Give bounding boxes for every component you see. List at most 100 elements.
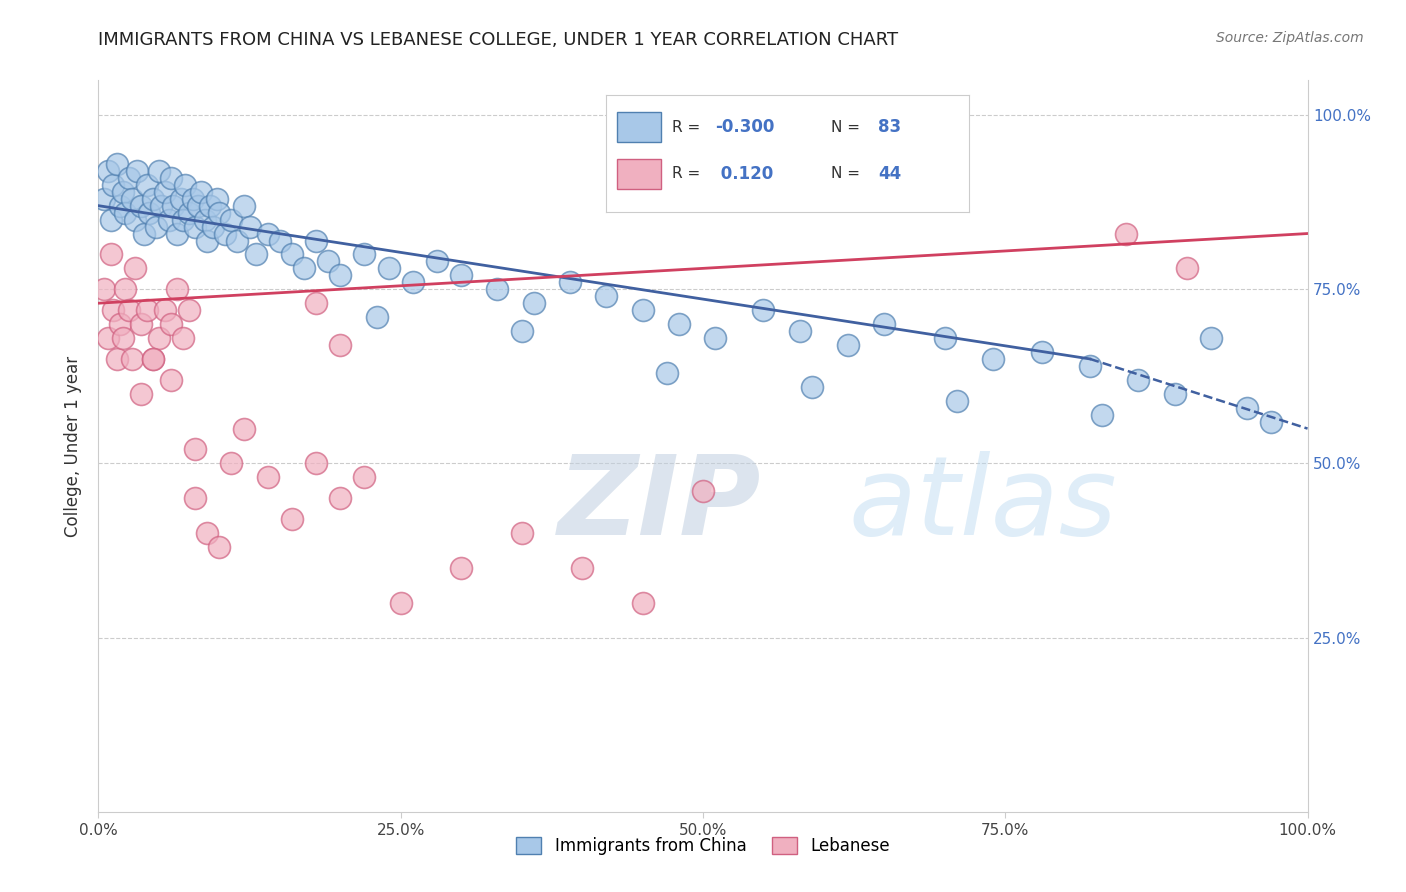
Point [153, 185, 176, 199]
Text: atlas: atlas [848, 451, 1116, 558]
Point [179, 205, 201, 219]
Point [281, 247, 304, 261]
Point [232, 199, 254, 213]
Point [127, 164, 149, 178]
Point [281, 512, 304, 526]
Legend: Immigrants from China, Lebanese: Immigrants from China, Lebanese [510, 830, 896, 862]
Point [135, 178, 157, 192]
Point [668, 317, 690, 331]
Point [305, 296, 328, 310]
Point [245, 247, 267, 261]
Point [97, 331, 120, 345]
Text: IMMIGRANTS FROM CHINA VS LEBANESE COLLEGE, UNDER 1 YEAR CORRELATION CHART: IMMIGRANTS FROM CHINA VS LEBANESE COLLEG… [98, 31, 898, 49]
Point [239, 219, 262, 234]
Point [134, 227, 156, 241]
Point [142, 351, 165, 366]
Point [426, 254, 449, 268]
Point [1236, 401, 1258, 415]
Point [148, 331, 170, 345]
Point [157, 212, 180, 227]
Point [111, 331, 134, 345]
Point [184, 219, 207, 234]
Point [101, 178, 124, 192]
Point [138, 205, 160, 219]
Point [121, 192, 143, 206]
Point [269, 234, 291, 248]
Point [198, 199, 221, 213]
Point [655, 366, 678, 380]
Point [631, 303, 654, 318]
Point [108, 317, 131, 331]
Point [187, 199, 209, 213]
Point [184, 442, 207, 457]
Point [934, 331, 956, 345]
Point [174, 178, 197, 192]
Point [202, 219, 225, 234]
Point [558, 275, 581, 289]
Point [510, 324, 533, 338]
Point [124, 212, 146, 227]
Point [329, 338, 352, 352]
Point [1163, 386, 1185, 401]
Point [837, 338, 859, 352]
Point [181, 192, 204, 206]
Point [208, 540, 231, 554]
Point [93, 282, 115, 296]
Point [377, 261, 399, 276]
Text: ZIP: ZIP [558, 451, 762, 558]
Point [145, 219, 167, 234]
Point [221, 212, 243, 227]
Point [1128, 373, 1150, 387]
Point [305, 457, 328, 471]
Point [142, 192, 165, 206]
Point [172, 212, 194, 227]
Point [402, 275, 425, 289]
Point [160, 170, 183, 185]
Point [114, 282, 136, 296]
Point [329, 491, 352, 506]
Point [631, 596, 654, 610]
Point [169, 192, 191, 206]
Point [129, 317, 152, 331]
Point [1199, 331, 1222, 345]
Point [118, 170, 141, 185]
Point [150, 199, 173, 213]
Point [124, 261, 146, 276]
Point [118, 303, 141, 318]
Point [1031, 345, 1053, 359]
Y-axis label: College, Under 1 year: College, Under 1 year [65, 355, 83, 537]
Point [148, 164, 170, 178]
Point [184, 491, 207, 506]
Point [389, 596, 412, 610]
Point [97, 164, 120, 178]
Point [105, 351, 128, 366]
Point [179, 303, 201, 318]
Point [142, 351, 165, 366]
Point [571, 561, 593, 575]
Point [232, 421, 254, 435]
Point [221, 457, 243, 471]
Point [366, 310, 388, 325]
Point [595, 289, 617, 303]
Point [510, 526, 533, 541]
Point [305, 234, 328, 248]
Point [101, 303, 124, 318]
Point [329, 268, 352, 283]
Point [226, 234, 249, 248]
Point [450, 268, 472, 283]
Point [195, 526, 218, 541]
Point [190, 185, 212, 199]
Point [166, 282, 188, 296]
Point [100, 247, 122, 261]
Point [135, 303, 157, 318]
Point [208, 205, 231, 219]
Point [704, 331, 727, 345]
Point [1091, 408, 1114, 422]
Point [800, 380, 823, 394]
Point [316, 254, 339, 268]
Point [153, 303, 176, 318]
Point [108, 199, 131, 213]
Point [195, 234, 218, 248]
Point [1175, 261, 1198, 276]
Point [353, 247, 375, 261]
